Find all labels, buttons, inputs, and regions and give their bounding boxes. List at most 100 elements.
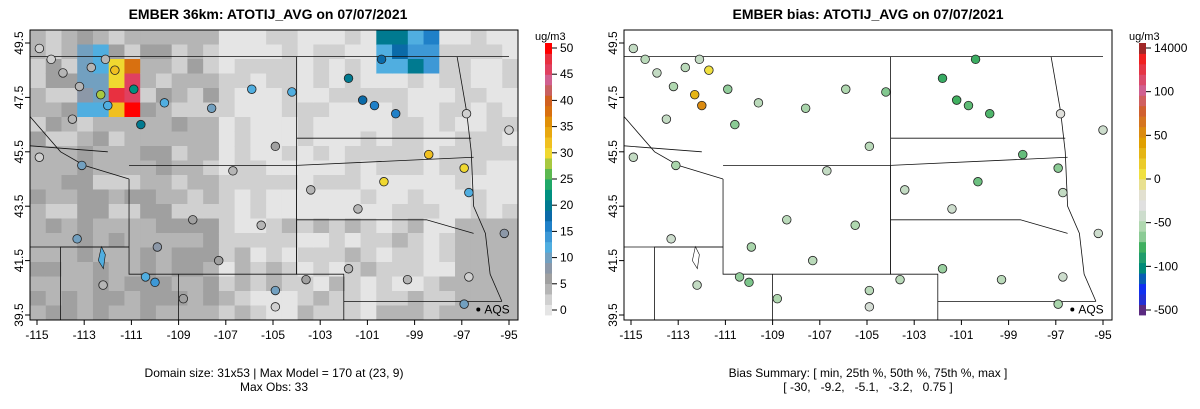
model-grid-cell bbox=[45, 247, 62, 263]
model-grid-cell bbox=[155, 146, 173, 161]
model-grid-cell bbox=[344, 146, 362, 161]
model-grid-cell bbox=[313, 30, 330, 45]
model-grid-cell bbox=[470, 276, 488, 292]
model-grid-cell bbox=[360, 73, 377, 89]
model-grid-cell bbox=[234, 30, 251, 45]
model-grid-cell bbox=[187, 262, 204, 277]
state-boundary bbox=[296, 219, 474, 234]
model-grid-cell bbox=[250, 204, 267, 219]
model-grid-cell bbox=[344, 88, 362, 103]
model-grid-cell bbox=[203, 131, 220, 147]
model-grid-cell bbox=[407, 73, 425, 89]
model-grid-cell bbox=[45, 88, 62, 103]
station-marker bbox=[1058, 272, 1068, 282]
model-grid-cell bbox=[187, 291, 204, 306]
model-grid-cell bbox=[61, 262, 78, 277]
model-grid-cell bbox=[470, 131, 488, 147]
station-marker bbox=[247, 84, 257, 94]
station-marker bbox=[692, 280, 702, 290]
model-grid-cell bbox=[155, 247, 173, 263]
station-marker bbox=[343, 73, 354, 84]
model-grid-cell bbox=[171, 73, 188, 89]
model-grid-cell bbox=[439, 204, 456, 219]
model-grid-cell bbox=[455, 247, 472, 263]
model-grid-cell bbox=[376, 102, 393, 118]
model-grid-cell bbox=[234, 160, 251, 176]
model-grid-cell bbox=[124, 59, 141, 74]
model-grid-cell bbox=[92, 175, 110, 190]
model-grid-cell bbox=[77, 88, 94, 103]
model-grid-cell bbox=[281, 189, 299, 205]
x-tick-label: -95 bbox=[1094, 328, 1112, 342]
station-marker bbox=[947, 204, 957, 214]
colorbar-swatch bbox=[1139, 179, 1146, 190]
model-grid-cell bbox=[155, 88, 173, 103]
model-grid-cell bbox=[108, 204, 125, 219]
model-grid-cell bbox=[187, 146, 204, 161]
colorbar-swatch bbox=[1139, 294, 1146, 305]
model-grid-cell bbox=[392, 117, 409, 132]
x-tick-label: -103 bbox=[902, 328, 926, 342]
model-grid-cell bbox=[455, 73, 472, 89]
model-grid-cell bbox=[218, 102, 236, 118]
x-tick-label: -97 bbox=[453, 328, 471, 342]
model-grid-cell bbox=[203, 146, 220, 161]
station-marker bbox=[46, 54, 56, 65]
colorbar-swatch bbox=[1139, 137, 1146, 149]
colorbar-tick-label: 40 bbox=[560, 93, 574, 107]
station-marker bbox=[746, 242, 757, 252]
model-grid-cell bbox=[234, 88, 251, 103]
plot-frame bbox=[623, 29, 1113, 321]
model-grid-cell bbox=[250, 102, 267, 118]
model-grid-cell bbox=[266, 204, 283, 219]
model-grid-cell bbox=[234, 204, 251, 219]
model-grid-cell bbox=[313, 262, 330, 277]
model-grid-cell bbox=[297, 44, 314, 60]
station-marker bbox=[1018, 149, 1028, 160]
model-grid-cell bbox=[30, 247, 47, 263]
model-grid-cell bbox=[502, 30, 518, 45]
model-grid-cell bbox=[140, 175, 157, 190]
model-grid-cell bbox=[360, 291, 377, 306]
model-grid-cell bbox=[392, 305, 409, 320]
model-grid-cell bbox=[266, 73, 283, 89]
model-grid-cell bbox=[344, 175, 362, 190]
model-grid-cell bbox=[108, 305, 125, 320]
station-marker bbox=[744, 277, 754, 288]
model-grid-cell bbox=[502, 44, 518, 60]
y-tick-label: 43.5 bbox=[12, 194, 26, 218]
station-marker bbox=[1053, 163, 1063, 173]
model-grid-cell bbox=[297, 102, 314, 118]
colorbar-swatch bbox=[1139, 262, 1146, 274]
model-grid-cell bbox=[502, 291, 518, 306]
colorbar-tick-label: 5 bbox=[560, 277, 567, 291]
model-grid-cell bbox=[45, 305, 62, 320]
model-grid-cell bbox=[470, 88, 488, 103]
model-grid-cell bbox=[313, 218, 330, 234]
model-grid-cell bbox=[187, 233, 204, 248]
model-grid-cell bbox=[77, 204, 94, 219]
model-grid-cell bbox=[266, 88, 283, 103]
model-grid-cell bbox=[187, 59, 204, 74]
model-grid-cell bbox=[423, 276, 440, 292]
model-grid-cell bbox=[266, 233, 283, 248]
model-grid-cell bbox=[155, 59, 173, 74]
model-grid-cell bbox=[423, 88, 440, 103]
model-grid-cell bbox=[218, 305, 236, 320]
model-grid-cell bbox=[218, 204, 236, 219]
model-grid-cell bbox=[92, 218, 110, 234]
left-footer-maxobs: Max Obs: 33 bbox=[239, 380, 309, 394]
model-grid-cell bbox=[155, 131, 173, 147]
model-grid-cell bbox=[281, 233, 299, 248]
model-grid-cell bbox=[392, 30, 409, 45]
model-grid-cell bbox=[297, 146, 314, 161]
model-grid-cell bbox=[203, 262, 220, 277]
model-grid-cell bbox=[297, 30, 314, 45]
state-boundary bbox=[654, 246, 724, 320]
colorbar-swatch bbox=[545, 158, 552, 169]
aqs-label: AQS bbox=[1078, 303, 1103, 317]
model-grid-cell bbox=[61, 146, 78, 161]
model-grid-cell bbox=[360, 59, 377, 74]
model-grid-cell bbox=[329, 218, 346, 234]
model-grid-cell bbox=[266, 59, 283, 74]
